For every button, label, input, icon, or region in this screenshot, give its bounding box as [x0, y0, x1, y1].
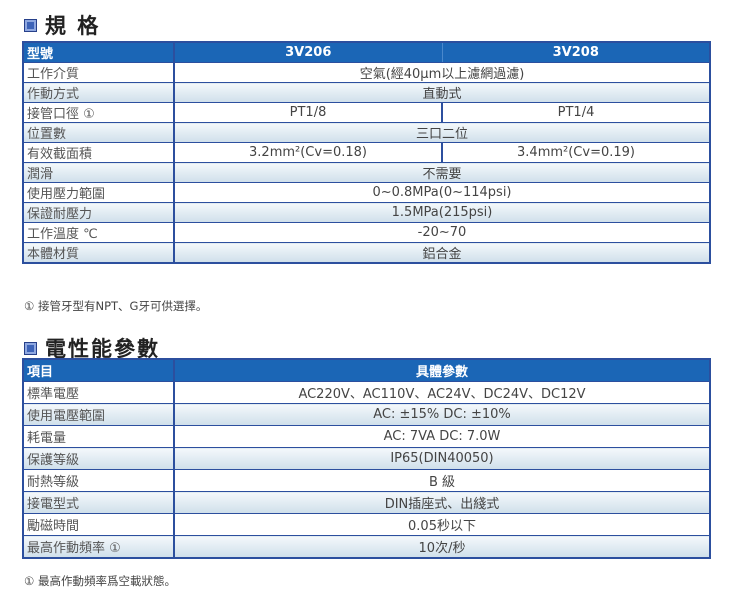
row-label: 接管口徑 ① [23, 102, 175, 123]
row-label: 作動方式 [23, 82, 175, 103]
row-label: 標準電壓 [23, 381, 175, 404]
table-row: 使用電壓範圍 AC: ±15% DC: ±10% [23, 403, 710, 426]
row-value: 10次/秒 [174, 535, 710, 559]
row-label: 保護等級 [23, 447, 175, 470]
header-value: 具體參數 [174, 358, 710, 382]
row-value: 空氣(經40μm以上濾網過濾) [174, 62, 710, 83]
row-label: 工作介質 [23, 62, 175, 83]
table-row: 潤滑 不需要 [23, 162, 710, 183]
row-value: 鋁合金 [174, 242, 710, 264]
table-row: 本體材質 鋁合金 [23, 242, 710, 264]
row-value: AC220V、AC110V、AC24V、DC24V、DC12V [174, 381, 710, 404]
row-label: 接電型式 [23, 491, 175, 514]
row-value: PT1/4 [442, 102, 710, 123]
electrical-footnote: ① 最高作動頻率爲空載狀態。 [24, 574, 176, 588]
row-label: 位置數 [23, 122, 175, 143]
row-value: B 級 [174, 469, 710, 492]
row-value: 1.5MPa(215psi) [174, 202, 710, 223]
row-label: 本體材質 [23, 242, 175, 264]
row-value: 不需要 [174, 162, 710, 183]
table-row: 工作介質 空氣(經40μm以上濾網過濾) [23, 62, 710, 83]
table-row: 保護等級 IP65(DIN40050) [23, 447, 710, 470]
row-value: 3.4mm²(Cv=0.19) [442, 142, 710, 163]
table-row: 保證耐壓力 1.5MPa(215psi) [23, 202, 710, 223]
row-label: 耗電量 [23, 425, 175, 448]
row-label: 耐熱等級 [23, 469, 175, 492]
table-header-row: 型號 3V206 3V208 [23, 41, 710, 63]
electrical-section-title: 電性能參數 [24, 333, 160, 363]
table-row: 接管口徑 ① PT1/8 PT1/4 [23, 102, 710, 123]
header-label: 型號 [23, 41, 175, 63]
row-label: 工作溫度 ℃ [23, 222, 175, 243]
table-row: 標準電壓 AC220V、AC110V、AC24V、DC24V、DC12V [23, 381, 710, 404]
table-row: 位置數 三口二位 [23, 122, 710, 143]
row-value: DIN插座式、出綫式 [174, 491, 710, 514]
row-label: 使用壓力範圍 [23, 182, 175, 203]
row-value: AC: ±15% DC: ±10% [174, 403, 710, 426]
row-label: 保證耐壓力 [23, 202, 175, 223]
row-value: 三口二位 [174, 122, 710, 143]
spec-title: 規 格 [45, 14, 101, 38]
electrical-title: 電性能參數 [45, 337, 160, 361]
row-label: 使用電壓範圍 [23, 403, 175, 426]
row-value: 0.05秒以下 [174, 513, 710, 536]
spec-section-title: 規 格 [24, 10, 100, 40]
row-label: 最高作動頻率 ① [23, 535, 175, 559]
table-row: 工作溫度 ℃ -20~70 [23, 222, 710, 243]
table-row: 接電型式 DIN插座式、出綫式 [23, 491, 710, 514]
table-row: 有效截面積 3.2mm²(Cv=0.18) 3.4mm²(Cv=0.19) [23, 142, 710, 163]
header-model: 3V208 [442, 41, 710, 63]
spec-footnote: ① 接管牙型有NPT、G牙可供選擇。 [24, 299, 208, 313]
electrical-table: 項目 具體參數 標準電壓 AC220V、AC110V、AC24V、DC24V、DC12… [22, 358, 711, 559]
table-row: 作動方式 直動式 [23, 82, 710, 103]
square-bullet-icon [24, 18, 37, 32]
table-row: 耗電量 AC: 7VA DC: 7.0W [23, 425, 710, 448]
row-value: AC: 7VA DC: 7.0W [174, 425, 710, 448]
row-label: 勵磁時間 [23, 513, 175, 536]
row-value: -20~70 [174, 222, 710, 243]
table-row: 使用壓力範圍 0~0.8MPa(0~114psi) [23, 182, 710, 203]
square-bullet-icon [24, 341, 37, 355]
row-label: 有效截面積 [23, 142, 175, 163]
row-value: PT1/8 [174, 102, 443, 123]
table-header-row: 項目 具體參數 [23, 358, 710, 382]
table-row: 最高作動頻率 ① 10次/秒 [23, 535, 710, 559]
row-label: 潤滑 [23, 162, 175, 183]
row-value: 0~0.8MPa(0~114psi) [174, 182, 710, 203]
table-row: 耐熱等級 B 級 [23, 469, 710, 492]
row-value: IP65(DIN40050) [174, 447, 710, 470]
spec-table: 型號 3V206 3V208 工作介質 空氣(經40μm以上濾網過濾) 作動方式 直動式 接管… [22, 41, 711, 264]
header-label: 項目 [23, 358, 175, 382]
table-row: 勵磁時間 0.05秒以下 [23, 513, 710, 536]
row-value: 3.2mm²(Cv=0.18) [174, 142, 443, 163]
header-model: 3V206 [174, 41, 443, 63]
row-value: 直動式 [174, 82, 710, 103]
